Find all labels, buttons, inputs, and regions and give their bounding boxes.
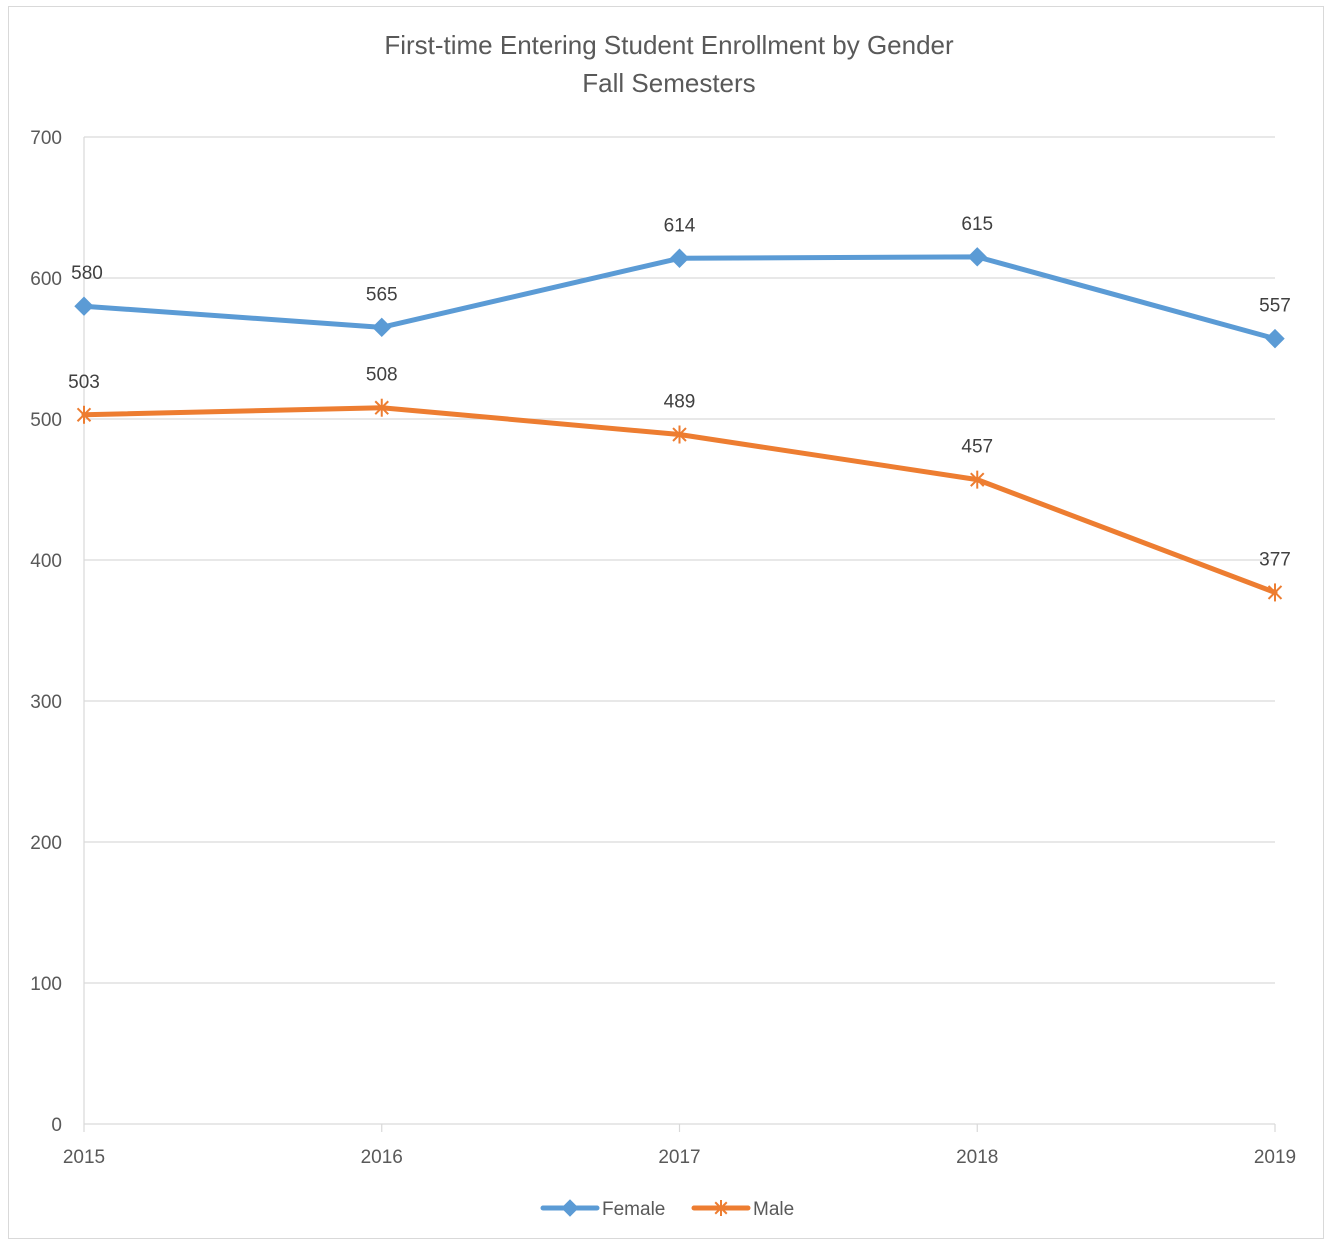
x-tick-label: 2019 [1254,1147,1296,1168]
x-tick-label: 2018 [956,1147,998,1168]
legend: Female Male [540,1199,794,1220]
asterisk-marker [374,398,389,417]
legend-item-male: Male [691,1199,794,1220]
legend-label: Male [753,1199,794,1220]
legend-label: Female [602,1199,665,1220]
data-label: 614 [664,215,696,236]
data-label: 565 [366,284,398,305]
diamond-marker [1265,328,1285,349]
asterisk-marker [672,425,687,444]
data-label: 508 [366,365,398,386]
x-tick-label: 2016 [361,1147,403,1168]
y-axis-ticks: 0 100 200 300 400 500 600 700 [30,128,62,1136]
y-tick-label: 200 [30,833,62,854]
series-markers [74,247,1285,602]
x-axis-ticks: 2015 2016 2017 2018 2019 [63,1124,1296,1168]
diamond-marker [74,296,94,316]
chart-title: First-time Entering Student Enrollment b… [384,30,954,60]
asterisk-marker [1267,583,1283,602]
legend-item-female: Female [540,1199,665,1220]
y-tick-label: 0 [51,1115,62,1136]
y-tick-label: 100 [30,974,62,995]
data-label: 457 [961,437,993,458]
data-label: 503 [68,372,100,393]
y-tick-label: 300 [30,692,62,713]
data-label: 580 [71,263,103,284]
data-label: 489 [664,392,696,413]
diamond-marker [669,248,690,268]
y-tick-label: 400 [30,551,62,572]
series-lines [81,254,1278,595]
diamond-marker [967,247,987,267]
data-label: 377 [1259,549,1291,570]
x-tick-label: 2017 [658,1147,700,1168]
x-tick-label: 2015 [63,1147,105,1168]
chart-frame [8,6,1324,1239]
data-label: 557 [1259,296,1291,317]
gridlines [84,136,1275,984]
y-tick-label: 500 [30,410,62,431]
chart-subtitle: Fall Semesters [582,68,755,98]
y-tick-label: 600 [30,269,62,290]
asterisk-marker [970,470,985,489]
data-label: 615 [961,214,993,235]
asterisk-marker [714,1200,728,1216]
diamond-marker [372,317,392,338]
diamond-marker [561,1199,579,1217]
asterisk-marker [76,405,92,424]
data-labels: 580 565 614 615 557 503 508 489 457 377 [68,214,1291,571]
y-tick-label: 700 [30,128,62,149]
series-line-female [81,254,1278,342]
axes [83,137,1275,1125]
